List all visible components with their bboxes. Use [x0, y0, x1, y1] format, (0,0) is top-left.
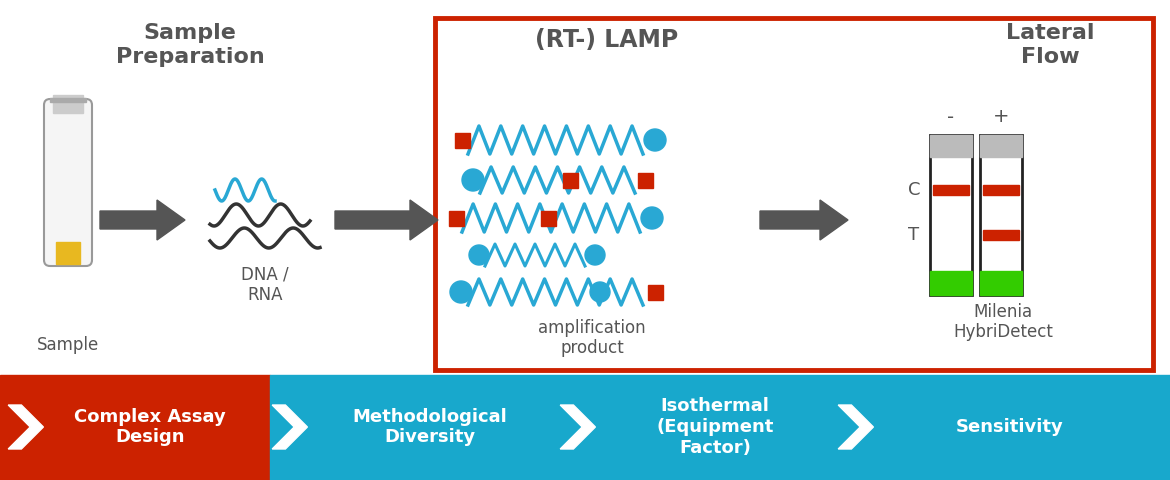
Bar: [983, 185, 1019, 195]
Circle shape: [585, 245, 605, 265]
Bar: [983, 230, 1019, 240]
FancyBboxPatch shape: [44, 99, 92, 266]
Bar: [541, 211, 556, 226]
Circle shape: [462, 169, 484, 191]
Circle shape: [641, 207, 663, 229]
Bar: [56, 242, 80, 264]
Polygon shape: [838, 405, 873, 449]
Bar: [563, 172, 578, 188]
Bar: [435, 18, 1152, 370]
Text: Methodological
Diversity: Methodological Diversity: [352, 408, 508, 446]
Text: Complex Assay
Design: Complex Assay Design: [74, 408, 226, 446]
Bar: [980, 135, 1023, 295]
Text: Sample: Sample: [37, 336, 99, 354]
Polygon shape: [99, 200, 185, 240]
Bar: [50, 98, 87, 102]
Text: DNA /
RNA: DNA / RNA: [241, 265, 289, 304]
Text: Sensitivity: Sensitivity: [956, 418, 1064, 436]
Bar: [930, 271, 972, 295]
Bar: [638, 172, 653, 188]
Text: (RT-) LAMP: (RT-) LAMP: [536, 28, 679, 52]
Text: Lateral
Flow: Lateral Flow: [1006, 24, 1094, 67]
Bar: [270, 375, 1170, 480]
Text: +: +: [993, 108, 1010, 127]
Bar: [448, 211, 463, 226]
Text: amplification
product: amplification product: [538, 319, 646, 358]
Circle shape: [644, 129, 666, 151]
Text: Sample
Preparation: Sample Preparation: [116, 24, 264, 67]
Bar: [980, 271, 1023, 295]
Text: C: C: [908, 181, 921, 199]
Text: -: -: [948, 108, 955, 127]
Bar: [930, 135, 972, 295]
Text: Isothermal
(Equipment
Factor): Isothermal (Equipment Factor): [656, 397, 773, 457]
Polygon shape: [760, 200, 848, 240]
Circle shape: [590, 282, 610, 302]
Text: T: T: [908, 226, 920, 244]
Polygon shape: [335, 200, 438, 240]
Polygon shape: [8, 405, 43, 449]
Polygon shape: [560, 405, 596, 449]
Bar: [647, 285, 662, 300]
Circle shape: [450, 281, 472, 303]
Polygon shape: [273, 405, 308, 449]
Bar: [53, 95, 83, 113]
Text: Milenia
HybriDetect: Milenia HybriDetect: [954, 302, 1053, 341]
Bar: [930, 135, 972, 157]
Circle shape: [469, 245, 489, 265]
Bar: [932, 185, 969, 195]
Bar: [0, 375, 270, 480]
Bar: [454, 132, 469, 147]
Bar: [980, 135, 1023, 157]
